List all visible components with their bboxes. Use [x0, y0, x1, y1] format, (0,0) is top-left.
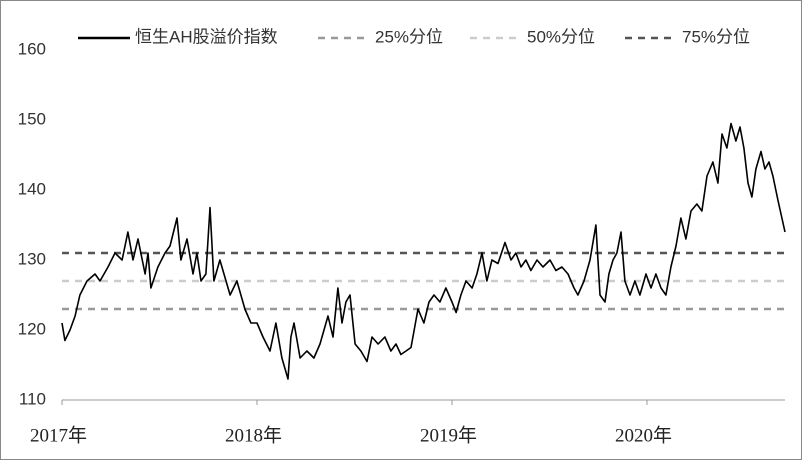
y-tick-label: 160	[18, 39, 46, 58]
y-tick-label: 120	[18, 319, 46, 338]
y-tick-label: 140	[18, 179, 46, 198]
x-tick-label: 2018年	[225, 424, 282, 446]
legend-label: 恒生AH股溢价指数	[135, 27, 278, 46]
legend-label: 50%分位	[527, 27, 595, 46]
data-line	[61, 122, 786, 380]
y-tick-label: 110	[19, 389, 46, 408]
y-tick-label: 150	[18, 109, 46, 128]
x-tick-label: 2019年	[420, 424, 477, 446]
legend-label: 75%分位	[682, 27, 750, 46]
y-tick-label: 130	[18, 249, 46, 268]
x-tick-label: 2020年	[615, 424, 672, 446]
legend-label: 25%分位	[375, 27, 443, 46]
x-tick-label: 2017年	[30, 424, 87, 446]
